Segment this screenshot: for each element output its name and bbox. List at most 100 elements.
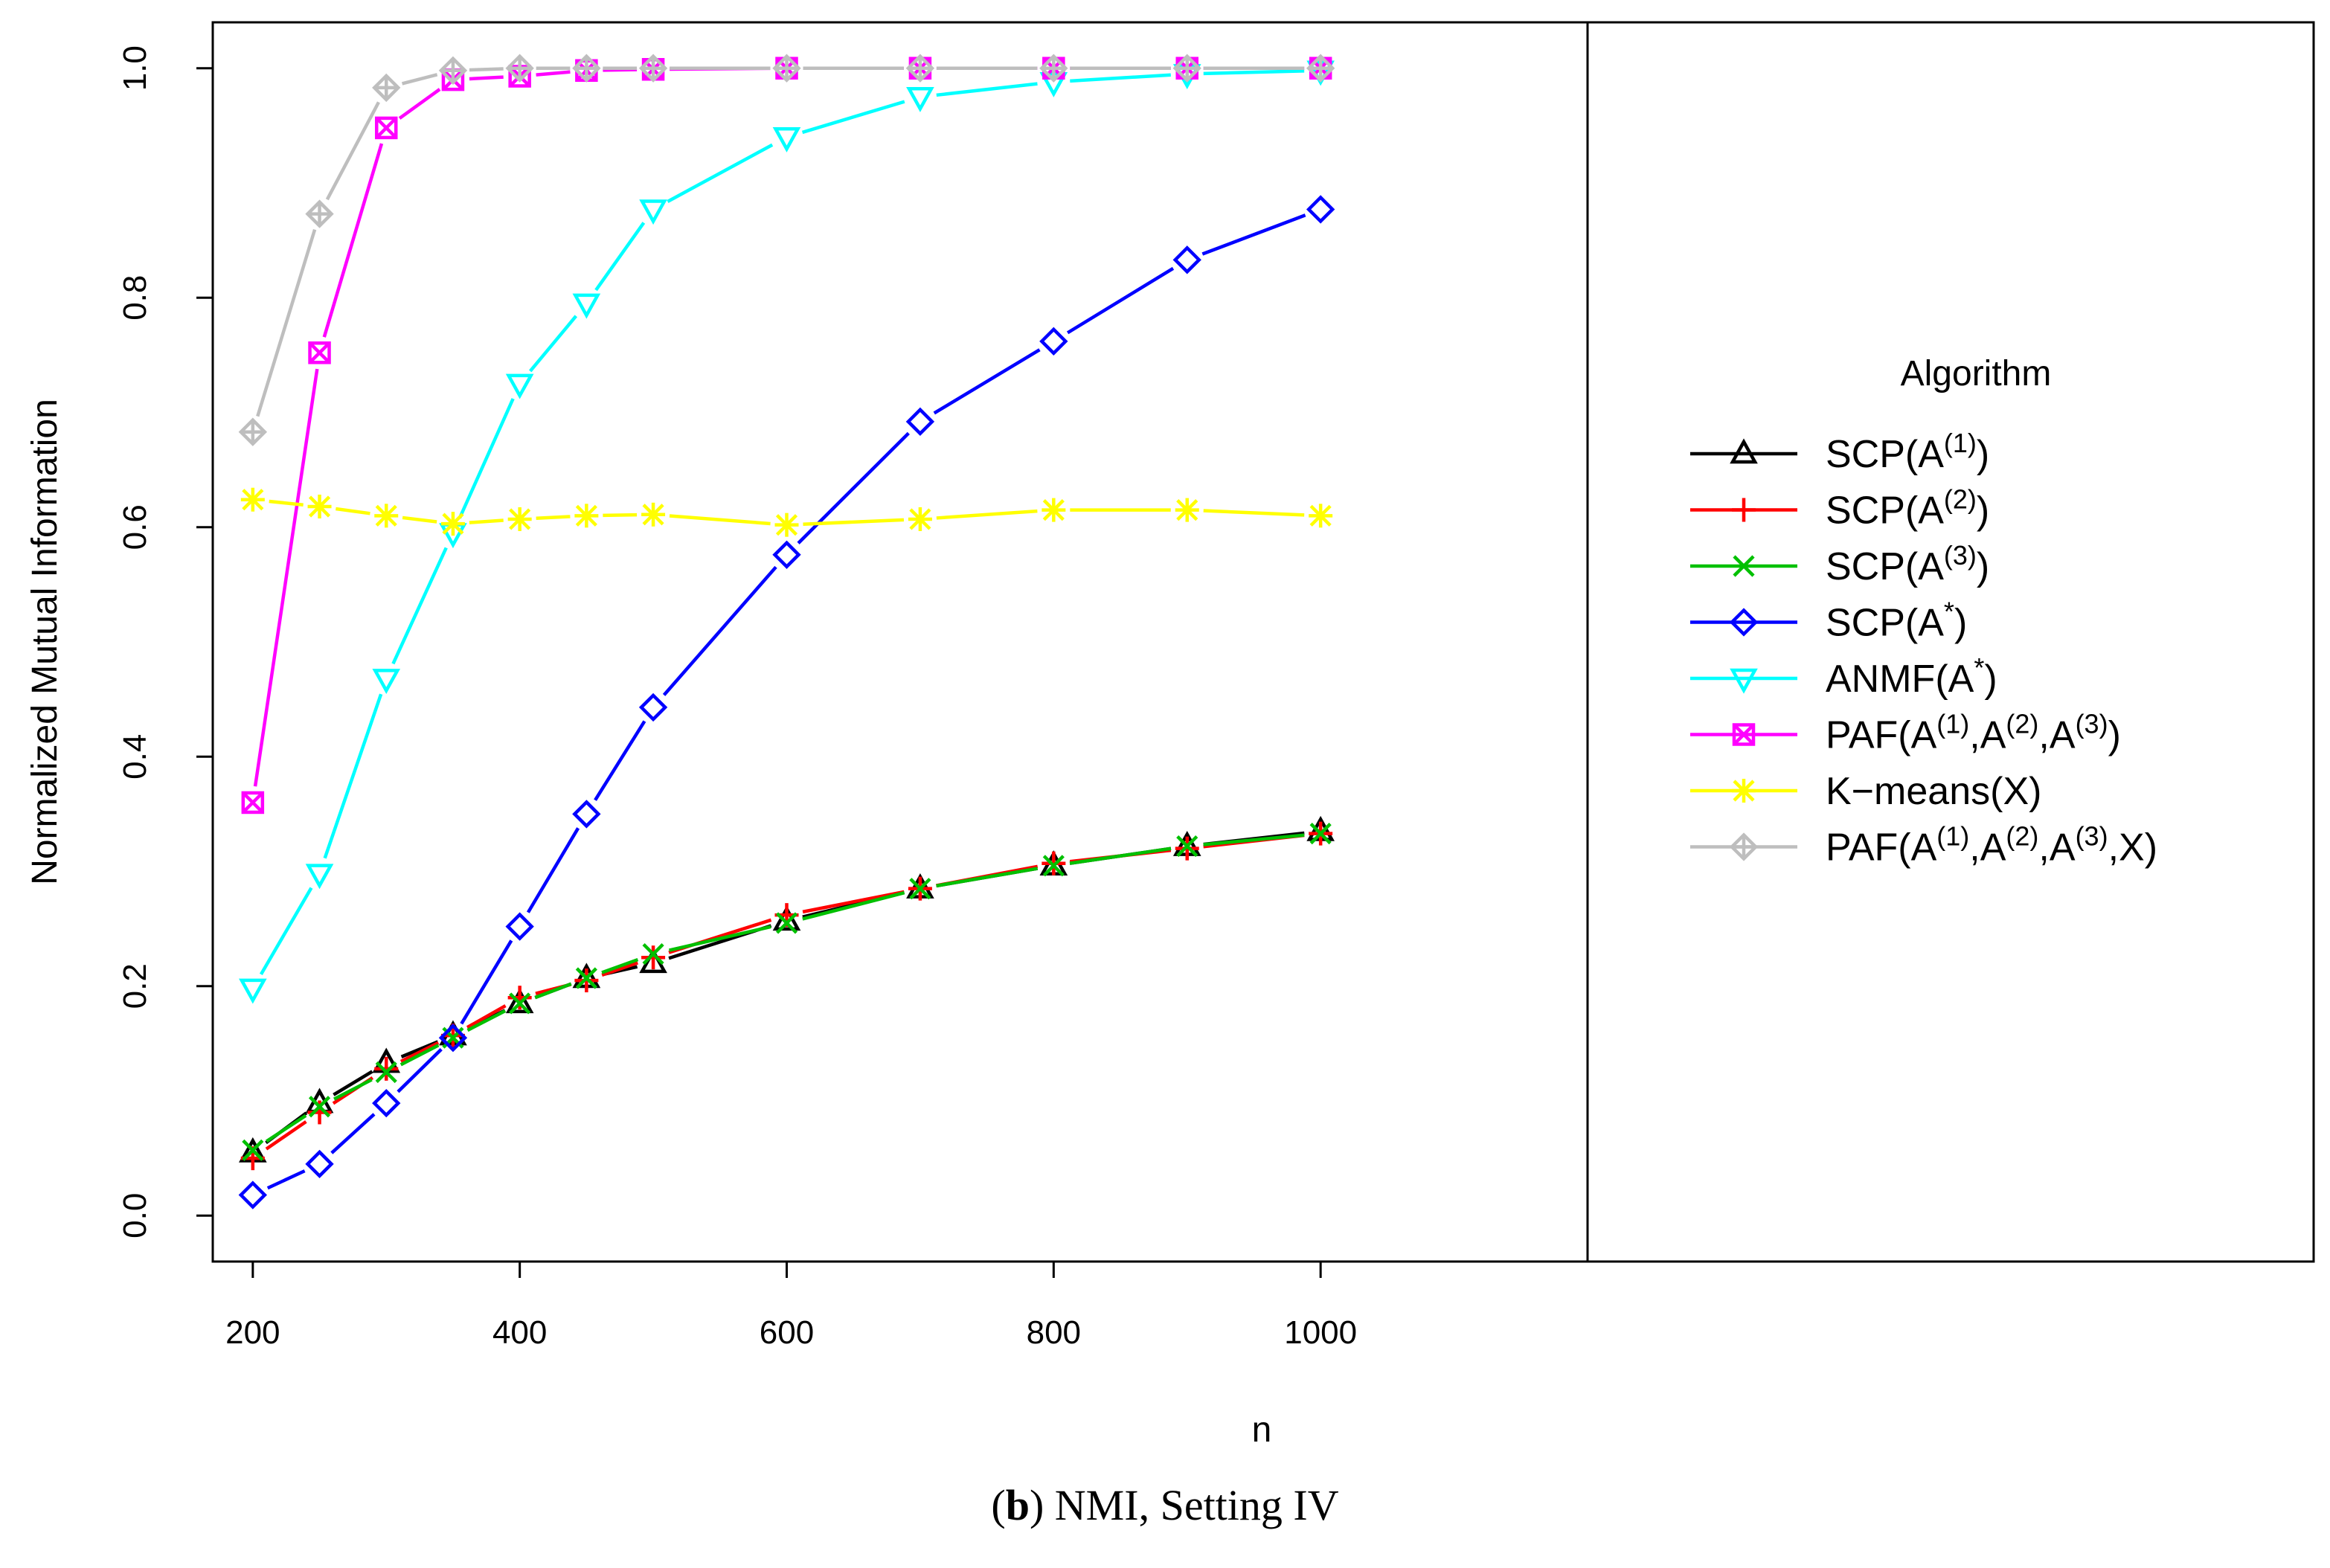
data-point: [238, 417, 268, 446]
series-line-segment: [256, 228, 317, 417]
data-point: [575, 967, 597, 989]
data-point: [308, 1096, 331, 1118]
data-point: [238, 1180, 268, 1209]
data-point: [641, 502, 666, 527]
data-point: [772, 54, 801, 83]
y-tick-label: 0.0: [117, 1193, 153, 1238]
series-5: [239, 60, 1335, 1004]
series-line-segment: [536, 70, 571, 77]
data-point: [774, 513, 799, 537]
data-point: [372, 73, 401, 103]
data-point: [374, 116, 398, 140]
series-line-segment: [265, 1120, 307, 1151]
legend: Algorithm SCP(A(1)) SCP(A(2)) SCP(A(3)) SCP(…: [1690, 354, 2157, 870]
x-axis-label: n: [1252, 1410, 1272, 1450]
series-line-segment: [466, 1009, 507, 1032]
series-line-segment: [266, 1169, 306, 1190]
series-6: [241, 57, 1332, 814]
legend-item: K−means(X): [1690, 770, 2041, 813]
data-point: [639, 199, 667, 225]
series-line-segment: [333, 1070, 373, 1096]
figure-caption: (b) NMI, Setting IV: [991, 1481, 1339, 1529]
legend-marker: [1732, 723, 1756, 746]
series-line-segment: [802, 890, 905, 921]
x-tick-label: 1000: [1284, 1314, 1357, 1351]
series-line-segment: [323, 693, 383, 859]
legend-item: SCP(A*): [1690, 597, 1967, 645]
series-line-segment: [336, 507, 370, 515]
legend-item: SCP(A(3)): [1690, 540, 1989, 588]
legend-label: SCP(A(2)): [1826, 484, 1989, 533]
series-2: [240, 821, 1333, 1171]
legend-item: PAF(A(1),A(2),A(3)): [1690, 709, 2121, 757]
series-line-segment: [1066, 266, 1175, 335]
legend-marker: [1729, 832, 1759, 861]
series-line-segment: [528, 315, 578, 373]
caption-text: NMI, Setting IV: [1054, 1481, 1339, 1529]
series-line-segment: [322, 143, 384, 338]
x-tick-label: 600: [760, 1314, 814, 1351]
data-point: [1039, 327, 1068, 356]
series-line-segment: [1201, 213, 1306, 256]
data-point: [574, 504, 599, 528]
data-point: [305, 864, 334, 890]
series-line-segment: [402, 515, 437, 524]
series-line-segment: [1203, 509, 1305, 517]
series-line-segment: [466, 1004, 507, 1029]
data-point: [638, 54, 668, 83]
series-line-segment: [469, 67, 504, 72]
legend-marker: [1730, 668, 1758, 694]
data-point: [1042, 855, 1065, 877]
series-line-segment: [801, 100, 905, 135]
y-tick-label: 0.2: [117, 963, 153, 1009]
series-line-segment: [669, 514, 771, 526]
series-line-segment: [667, 143, 774, 203]
series-line-segment: [398, 88, 441, 120]
legend-title: Algorithm: [1901, 354, 2052, 393]
series-line-segment: [399, 1044, 440, 1067]
data-point: [305, 199, 334, 228]
data-point: [1039, 54, 1068, 83]
data-point: [1309, 504, 1333, 528]
series-7: [240, 487, 1333, 537]
legend-marker: [1730, 438, 1758, 464]
data-point: [505, 912, 534, 941]
data-point: [908, 507, 932, 531]
series-line-segment: [460, 939, 513, 1025]
series-line-segment: [936, 509, 1038, 520]
series-line-segment: [333, 1078, 373, 1101]
y-tick-label: 0.4: [117, 734, 153, 780]
series-line-segment: [1203, 69, 1305, 76]
series-line-segment: [936, 867, 1039, 888]
series-line-segment: [253, 368, 319, 787]
y-axis-label: Normalized Mutual Information: [25, 399, 65, 885]
series-line-segment: [933, 348, 1041, 415]
series-line-segment: [1070, 73, 1171, 83]
series-line-segment: [536, 515, 571, 521]
data-point: [772, 127, 801, 152]
data-point: [638, 693, 668, 722]
caption-label: b: [1005, 1481, 1030, 1529]
data-point: [642, 942, 664, 965]
legend-item: SCP(A(1)): [1690, 428, 1989, 476]
data-point: [772, 540, 801, 569]
x-tick-label: 200: [225, 1314, 280, 1351]
data-point: [641, 945, 666, 970]
plot-frame: [211, 21, 1589, 1263]
series-4: [238, 195, 1335, 1209]
data-point: [440, 512, 465, 536]
series-line-segment: [397, 1047, 443, 1093]
axes: 200 400 600 800 1000 0.0 0.2 0.4 0.6 0.8 1.0 n Norma…: [25, 21, 2315, 1450]
data-point: [239, 978, 267, 1004]
data-point: [505, 988, 534, 1014]
series-line-segment: [594, 222, 646, 292]
y-tick-label: 1.0: [117, 45, 153, 91]
data-point: [1176, 835, 1198, 858]
series-3: [242, 823, 1332, 1161]
data-point: [374, 504, 399, 528]
data-point: [572, 800, 601, 829]
data-point: [240, 487, 265, 512]
data-point: [305, 1149, 334, 1179]
data-point: [505, 54, 534, 83]
data-point: [438, 56, 468, 85]
